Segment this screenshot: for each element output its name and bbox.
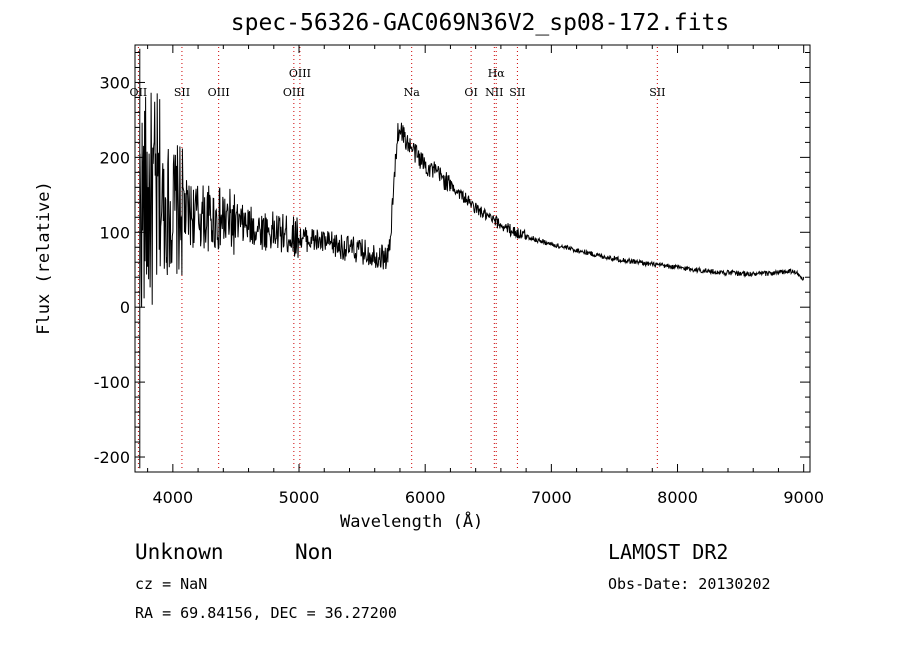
line-marker-label: NII <box>485 86 503 99</box>
y-tick-label: -200 <box>94 448 130 467</box>
y-tick-label: -100 <box>94 373 130 392</box>
y-axis-ticks: -200 -100 0 100 200 300 <box>94 51 810 467</box>
y-axis-label: Flux (relative) <box>34 181 54 335</box>
line-marker-label: OI <box>464 86 477 99</box>
line-marker-label: SII <box>174 86 190 99</box>
x-tick-label: 8000 <box>657 488 698 507</box>
x-axis-ticks: 4000 5000 6000 7000 8000 9000 <box>147 45 824 507</box>
y-tick-label: 0 <box>120 298 130 317</box>
x-tick-label: 4000 <box>152 488 193 507</box>
spectrum-line <box>139 92 805 308</box>
line-marker-label: OIII <box>208 86 230 99</box>
chart-title: spec-56326-GAC069N36V2_sp08-172.fits <box>230 10 730 36</box>
line-marker-label: OIII <box>283 86 305 99</box>
x-tick-label: 5000 <box>279 488 320 507</box>
observation-date: Obs-Date: 20130202 <box>608 575 771 593</box>
line-marker-label: OII <box>130 86 148 99</box>
y-tick-label: 300 <box>99 73 130 92</box>
x-axis-label: Wavelength (Å) <box>340 512 484 532</box>
x-tick-label: 7000 <box>531 488 572 507</box>
x-tick-label: 6000 <box>405 488 446 507</box>
y-tick-label: 200 <box>99 148 130 167</box>
survey-name: LAMOST DR2 <box>608 540 729 564</box>
line-marker-label: OIII <box>289 67 311 80</box>
spectrum-series <box>139 48 805 469</box>
x-tick-label: 9000 <box>783 488 824 507</box>
redshift-value: cz = NaN <box>135 575 208 593</box>
object-class: Unknown <box>135 540 224 564</box>
line-marker-label: Hα <box>488 67 506 80</box>
line-marker-label: SII <box>509 86 525 99</box>
y-tick-label: 100 <box>99 223 130 242</box>
line-marker-label: Na <box>404 86 421 99</box>
sky-coordinates: RA = 69.84156, DEC = 36.27200 <box>135 604 397 622</box>
plot-frame <box>134 44 811 473</box>
emission-line-markers <box>137 47 658 470</box>
object-subclass: Non <box>295 540 333 564</box>
line-marker-label: SII <box>649 86 665 99</box>
